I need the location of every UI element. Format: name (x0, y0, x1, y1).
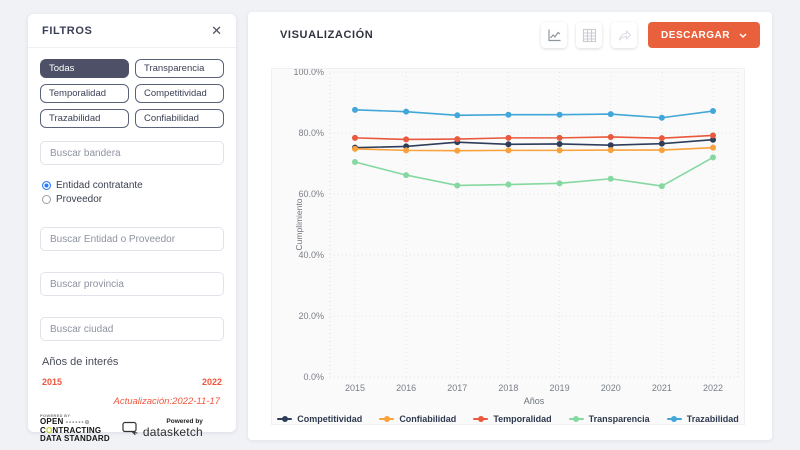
visualization-panel: VISUALIZACIÓN DESCARGAR 0.0% 20. (248, 12, 772, 440)
line-chart: 0.0% 20.0% 40.0% 60.0% 80.0% 100.0% 2015 2016 20… (271, 67, 745, 428)
filters-title: FILTROS (42, 24, 93, 37)
ocds-dots-icon: ••••••⊕ (65, 420, 91, 427)
svg-text:2021: 2021 (652, 383, 672, 393)
legend-label: Temporalidad (493, 414, 552, 424)
legend-marker-icon (568, 415, 584, 423)
update-date-note: Actualización:2022-11-17 (113, 396, 220, 407)
table-view-button[interactable] (576, 22, 603, 48)
legend-label: Trazabilidad (686, 414, 739, 424)
filter-button-competitividad[interactable]: Competitividad (135, 84, 224, 103)
filter-button-confiabilidad[interactable]: Confiabilidad (135, 109, 224, 128)
svg-text:2020: 2020 (601, 383, 621, 393)
legend-marker-icon (473, 415, 489, 423)
ocds-open: OPEN (40, 417, 64, 427)
search-flag-input[interactable] (40, 141, 224, 165)
line-chart-view-button[interactable] (541, 22, 568, 48)
legend-marker-icon (277, 415, 293, 423)
legend-marker-icon (379, 415, 395, 423)
legend-item[interactable]: Trazabilidad (666, 414, 739, 424)
download-label: DESCARGAR (661, 29, 730, 41)
close-icon[interactable]: ✕ (211, 23, 222, 38)
svg-text:20.0%: 20.0% (298, 311, 324, 321)
radio-proveedor[interactable]: Proveedor (42, 194, 222, 205)
svg-text:0.0%: 0.0% (303, 372, 324, 382)
visualization-header: VISUALIZACIÓN DESCARGAR (248, 12, 772, 58)
years-of-interest-label: Años de interés (42, 356, 119, 368)
legend-item[interactable]: Confiabilidad (379, 414, 456, 424)
visualization-title: VISUALIZACIÓN (280, 29, 374, 41)
year-max-label: 2022 (201, 377, 222, 387)
legend-marker-icon (666, 415, 682, 423)
legend-item[interactable]: Competitividad (277, 414, 362, 424)
entity-type-radio-group: Entidad contratante Proveedor (42, 180, 222, 205)
monitor-icon (122, 422, 138, 436)
svg-text:2019: 2019 (550, 383, 570, 393)
datasketch-powered-by: Powered by (166, 417, 203, 425)
svg-text:Cumplimiento: Cumplimiento (294, 198, 304, 250)
filter-button-temporalidad[interactable]: Temporalidad (40, 84, 129, 103)
table-icon (582, 28, 596, 42)
datasketch-logo: Powered by datasketch (122, 417, 203, 440)
datasketch-name: datasketch (142, 425, 203, 440)
legend-item[interactable]: Transparencia (568, 414, 650, 424)
svg-text:2022: 2022 (703, 383, 723, 393)
legend-label: Competitividad (297, 414, 363, 424)
legend-label: Confiabilidad (399, 414, 457, 424)
svg-text:100.0%: 100.0% (293, 69, 324, 77)
open-contracting-logo: POWERED BY OPEN ••••••⊕ CONTRACTING DATA… (40, 413, 110, 443)
radio-entidad-contratante[interactable]: Entidad contratante (42, 180, 222, 191)
year-range-slider[interactable]: 2015 2022 (42, 377, 222, 387)
svg-text:2018: 2018 (498, 383, 518, 393)
legend-label: Transparencia (588, 414, 650, 424)
filters-header: FILTROS ✕ (28, 14, 236, 48)
chart-plot-area: 0.0% 20.0% 40.0% 60.0% 80.0% 100.0% 2015 2016 20… (293, 67, 739, 406)
share-icon (618, 29, 631, 41)
filter-button-group: Todas Transparencia Temporalidad Competi… (40, 59, 224, 128)
radio-unselected-icon[interactable] (42, 195, 51, 204)
share-view-button[interactable] (611, 22, 638, 48)
download-button[interactable]: DESCARGAR (648, 22, 760, 48)
chevron-down-icon (739, 33, 747, 38)
svg-text:40.0%: 40.0% (298, 250, 324, 260)
svg-text:2015: 2015 (345, 383, 365, 393)
svg-text:80.0%: 80.0% (298, 128, 324, 138)
radio-label: Entidad contratante (56, 180, 143, 191)
search-city-input[interactable] (40, 317, 224, 341)
line-chart-icon (547, 29, 561, 41)
filter-button-transparencia[interactable]: Transparencia (135, 59, 224, 78)
filter-button-trazabilidad[interactable]: Trazabilidad (40, 109, 129, 128)
svg-text:60.0%: 60.0% (298, 189, 324, 199)
search-province-input[interactable] (40, 272, 224, 296)
radio-selected-icon[interactable] (42, 181, 51, 190)
svg-text:Años: Años (524, 396, 545, 405)
filter-button-todas[interactable]: Todas (40, 59, 129, 78)
radio-label: Proveedor (56, 194, 103, 205)
filters-panel: FILTROS ✕ Todas Transparencia Temporalid… (28, 14, 236, 443)
ocds-data-standard: DATA STANDARD (40, 433, 110, 443)
footer-logos: POWERED BY OPEN ••••••⊕ CONTRACTING DATA… (40, 413, 224, 443)
year-min-label: 2015 (42, 377, 63, 387)
svg-text:2017: 2017 (447, 383, 467, 393)
legend-item[interactable]: Temporalidad (473, 414, 552, 424)
chart-legend: Competitividad Confiabilidad Temporalidad T… (272, 410, 744, 428)
search-entity-input[interactable] (40, 227, 224, 251)
svg-text:2016: 2016 (396, 383, 416, 393)
ocds-powered-by: POWERED BY (40, 413, 71, 418)
